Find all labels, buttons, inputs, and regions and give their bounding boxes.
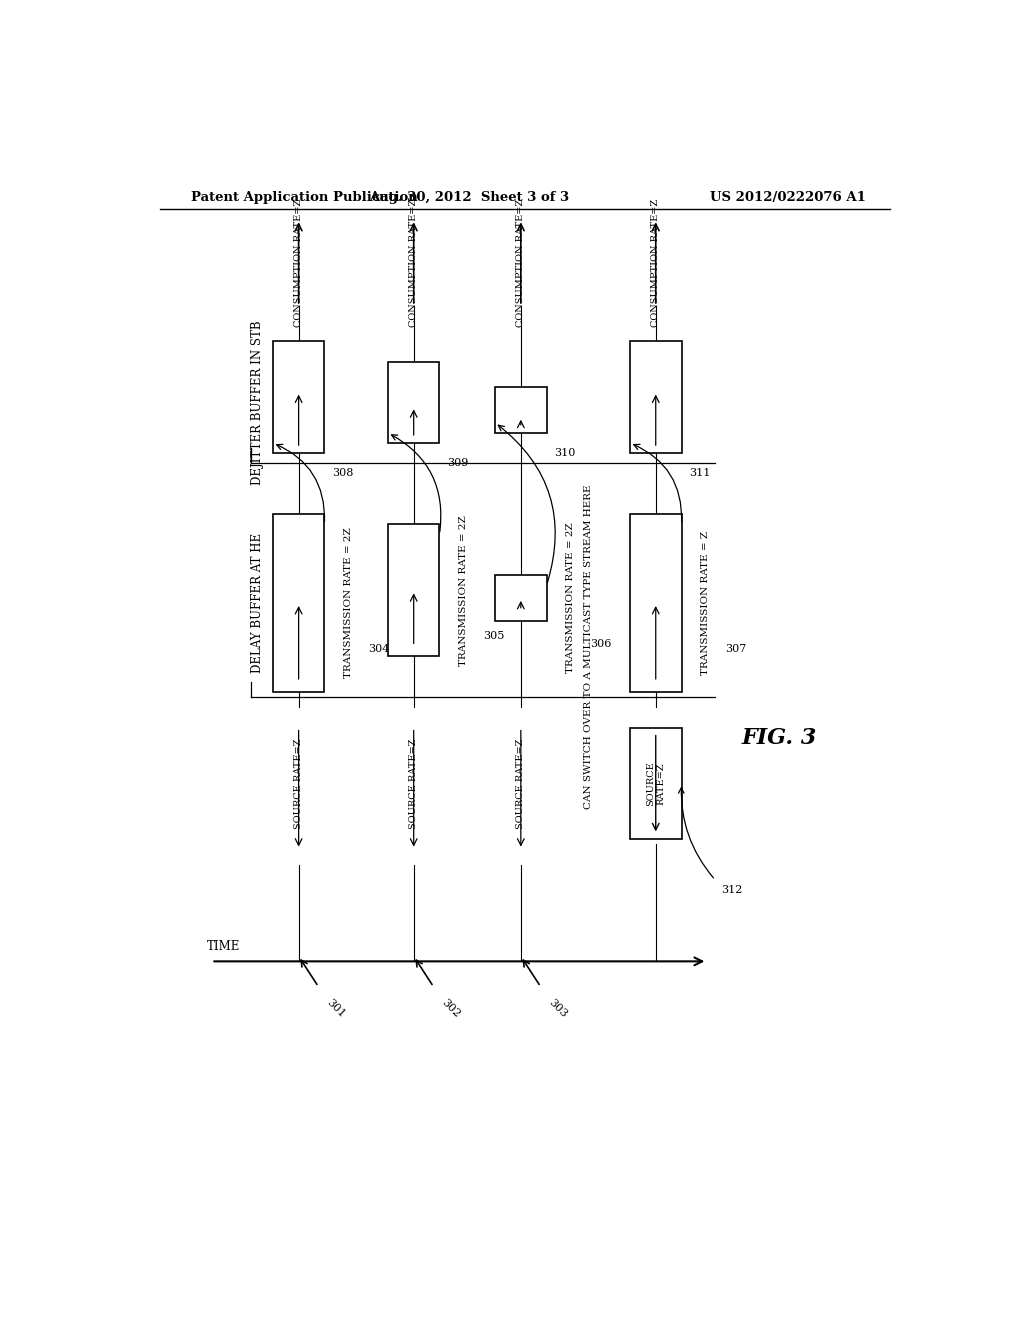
Text: CONSUMPTION RATE=Z: CONSUMPTION RATE=Z [410,198,418,327]
Text: 311: 311 [689,469,711,478]
Text: SOURCE RATE=Z: SOURCE RATE=Z [294,738,303,829]
Text: US 2012/0222076 A1: US 2012/0222076 A1 [711,190,866,203]
Text: CONSUMPTION RATE=Z: CONSUMPTION RATE=Z [294,198,303,327]
Text: Aug. 30, 2012  Sheet 3 of 3: Aug. 30, 2012 Sheet 3 of 3 [370,190,569,203]
Text: 309: 309 [447,458,469,469]
Text: SOURCE
RATE=Z: SOURCE RATE=Z [646,762,666,807]
Text: CAN SWITCH OVER TO A MULTICAST TYPE STREAM HERE: CAN SWITCH OVER TO A MULTICAST TYPE STRE… [584,484,593,809]
Text: 304: 304 [368,644,389,653]
Text: 302: 302 [440,997,462,1019]
Text: SOURCE RATE=Z: SOURCE RATE=Z [516,738,525,829]
Bar [272,342,325,453]
Text: SOURCE RATE=Z: SOURCE RATE=Z [410,738,418,829]
Text: 312: 312 [721,886,742,895]
Text: 305: 305 [483,631,505,642]
Text: TRANSMISSION RATE = 2Z: TRANSMISSION RATE = 2Z [566,523,574,673]
Text: CONSUMPTION RATE=Z: CONSUMPTION RATE=Z [651,198,660,327]
Text: DEJITTER BUFFER IN STB: DEJITTER BUFFER IN STB [251,319,264,484]
Text: CONSUMPTION RATE=Z: CONSUMPTION RATE=Z [516,198,525,327]
Bar [272,515,325,692]
Bar [630,727,682,840]
Bar [630,515,682,692]
Text: DELAY BUFFER AT HE: DELAY BUFFER AT HE [251,532,264,673]
Text: 310: 310 [555,447,575,458]
Text: TRANSMISSION RATE = 2Z: TRANSMISSION RATE = 2Z [344,528,352,678]
Text: FIG. 3: FIG. 3 [741,727,816,748]
Bar [630,342,682,453]
Text: 307: 307 [725,644,746,653]
Text: TRANSMISSION RATE = 2Z: TRANSMISSION RATE = 2Z [459,515,468,665]
Text: TIME: TIME [207,940,241,953]
Bar [495,576,547,620]
Text: TRANSMISSION RATE = Z: TRANSMISSION RATE = Z [700,531,710,675]
Text: 306: 306 [590,639,611,648]
Bar [388,524,439,656]
Bar [388,362,439,444]
Text: 308: 308 [333,469,353,478]
Text: Patent Application Publication: Patent Application Publication [191,190,418,203]
Bar [495,387,547,433]
Text: 301: 301 [325,997,347,1019]
Text: 303: 303 [547,997,569,1019]
